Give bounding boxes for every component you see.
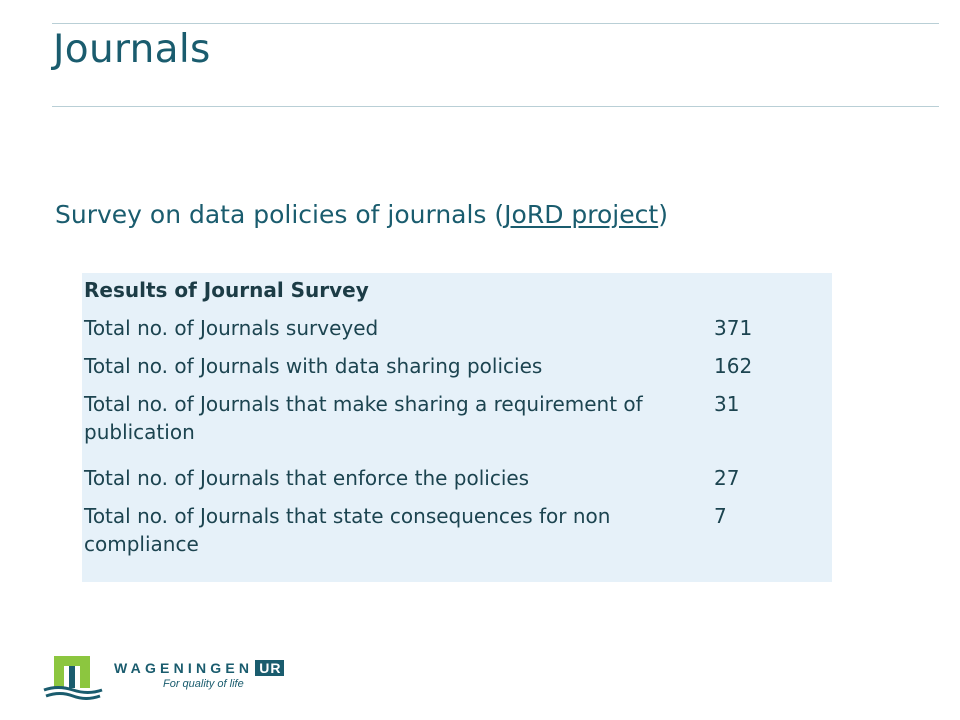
table-row: Total no. of Journals that enforce the p… [82, 464, 832, 502]
wageningen-emblem-icon [43, 656, 103, 700]
row-label: Total no. of Journals that state consequ… [84, 504, 611, 556]
wageningen-ur-logo: WAGENINGEN UR For quality of life [42, 650, 302, 700]
subtitle-close-paren: ) [658, 200, 668, 229]
slide-subtitle: Survey on data policies of journals (JoR… [55, 198, 668, 232]
row-value: 371 [714, 316, 753, 340]
table-row: Total no. of Journals that make sharing … [82, 390, 832, 464]
row-label: Total no. of Journals surveyed [84, 316, 379, 340]
top-rule [52, 23, 939, 24]
row-label: Total no. of Journals that make sharing … [84, 392, 643, 444]
table-header: Results of Journal Survey [84, 278, 369, 302]
logo-wordmark-text: WAGENINGEN [114, 660, 254, 676]
title-divider [52, 106, 939, 107]
logo-tagline: For quality of life [163, 678, 244, 690]
logo-ur-badge: UR [255, 660, 285, 676]
row-value: 7 [714, 504, 727, 528]
row-value: 31 [714, 392, 740, 416]
table-row: Total no. of Journals that state consequ… [82, 502, 832, 568]
logo-wordmark: WAGENINGEN UR [114, 660, 285, 676]
subtitle-text: Survey on data policies of journals ( [55, 200, 505, 229]
row-value: 162 [714, 354, 753, 378]
table-header-row: Results of Journal Survey [82, 273, 832, 314]
table-row: Total no. of Journals with data sharing … [82, 352, 832, 390]
slide-title: Journals [53, 27, 211, 72]
jord-project-link[interactable]: JoRD project [504, 200, 659, 229]
survey-results-table: Results of Journal Survey Total no. of J… [82, 273, 832, 582]
row-value: 27 [714, 466, 740, 490]
table-row: Total no. of Journals surveyed 371 [82, 314, 832, 352]
row-label: Total no. of Journals with data sharing … [84, 354, 543, 378]
row-label: Total no. of Journals that enforce the p… [84, 466, 530, 490]
